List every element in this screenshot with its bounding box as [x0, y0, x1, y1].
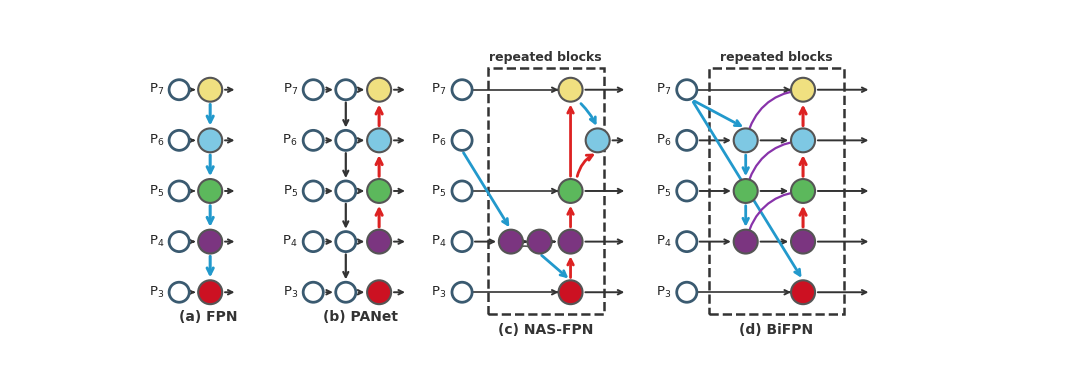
Circle shape [198, 179, 222, 203]
Text: (d) BiFPN: (d) BiFPN [739, 323, 813, 337]
Text: P$_{5}$: P$_{5}$ [431, 183, 446, 199]
Circle shape [336, 80, 356, 100]
Text: P$_{7}$: P$_{7}$ [283, 82, 298, 97]
Circle shape [677, 130, 697, 151]
Circle shape [791, 280, 815, 304]
Circle shape [303, 231, 323, 252]
Circle shape [303, 282, 323, 302]
Circle shape [170, 80, 189, 100]
Text: P$_{3}$: P$_{3}$ [656, 285, 672, 300]
Circle shape [336, 231, 356, 252]
Circle shape [558, 179, 582, 203]
Text: P$_{6}$: P$_{6}$ [656, 133, 672, 148]
Text: P$_{6}$: P$_{6}$ [282, 133, 298, 148]
Circle shape [791, 230, 815, 254]
Circle shape [451, 231, 472, 252]
Text: P$_{5}$: P$_{5}$ [283, 183, 298, 199]
Text: (c) NAS-FPN: (c) NAS-FPN [498, 323, 593, 337]
Circle shape [170, 181, 189, 201]
Circle shape [677, 181, 697, 201]
Text: P$_{7}$: P$_{7}$ [149, 82, 164, 97]
Text: P$_{6}$: P$_{6}$ [149, 133, 164, 148]
Text: P$_{7}$: P$_{7}$ [431, 82, 446, 97]
Circle shape [733, 179, 758, 203]
Circle shape [303, 80, 323, 100]
Circle shape [451, 80, 472, 100]
Text: P$_{4}$: P$_{4}$ [656, 234, 672, 249]
Circle shape [451, 181, 472, 201]
Circle shape [527, 230, 552, 254]
Circle shape [198, 128, 222, 152]
Circle shape [170, 282, 189, 302]
Circle shape [791, 78, 815, 102]
Text: P$_{4}$: P$_{4}$ [149, 234, 164, 249]
Text: (b) PANet: (b) PANet [323, 310, 399, 324]
Text: P$_{5}$: P$_{5}$ [657, 183, 672, 199]
Text: P$_{5}$: P$_{5}$ [149, 183, 164, 199]
Circle shape [733, 230, 758, 254]
Circle shape [677, 80, 697, 100]
Circle shape [558, 230, 582, 254]
Circle shape [336, 282, 356, 302]
Text: P$_{6}$: P$_{6}$ [431, 133, 446, 148]
Circle shape [303, 130, 323, 151]
Circle shape [170, 130, 189, 151]
Text: P$_{3}$: P$_{3}$ [283, 285, 298, 300]
Circle shape [558, 280, 582, 304]
Text: P$_{7}$: P$_{7}$ [656, 82, 672, 97]
Circle shape [198, 280, 222, 304]
Circle shape [791, 179, 815, 203]
Circle shape [733, 128, 758, 152]
Text: P$_{3}$: P$_{3}$ [431, 285, 446, 300]
Text: P$_{3}$: P$_{3}$ [149, 285, 164, 300]
Circle shape [336, 130, 356, 151]
Circle shape [791, 128, 815, 152]
Circle shape [451, 130, 472, 151]
Circle shape [677, 231, 697, 252]
Circle shape [585, 128, 610, 152]
Circle shape [303, 181, 323, 201]
Circle shape [558, 78, 582, 102]
Circle shape [677, 282, 697, 302]
Circle shape [499, 230, 523, 254]
Text: P$_{4}$: P$_{4}$ [431, 234, 446, 249]
Text: P$_{4}$: P$_{4}$ [282, 234, 298, 249]
Circle shape [367, 128, 391, 152]
Circle shape [367, 78, 391, 102]
Circle shape [336, 181, 356, 201]
Text: (a) FPN: (a) FPN [179, 310, 238, 324]
Circle shape [198, 78, 222, 102]
Circle shape [367, 230, 391, 254]
Circle shape [198, 230, 222, 254]
Circle shape [367, 280, 391, 304]
Circle shape [451, 282, 472, 302]
Text: repeated blocks: repeated blocks [489, 51, 602, 64]
Circle shape [170, 231, 189, 252]
Text: repeated blocks: repeated blocks [720, 51, 833, 64]
Circle shape [367, 179, 391, 203]
